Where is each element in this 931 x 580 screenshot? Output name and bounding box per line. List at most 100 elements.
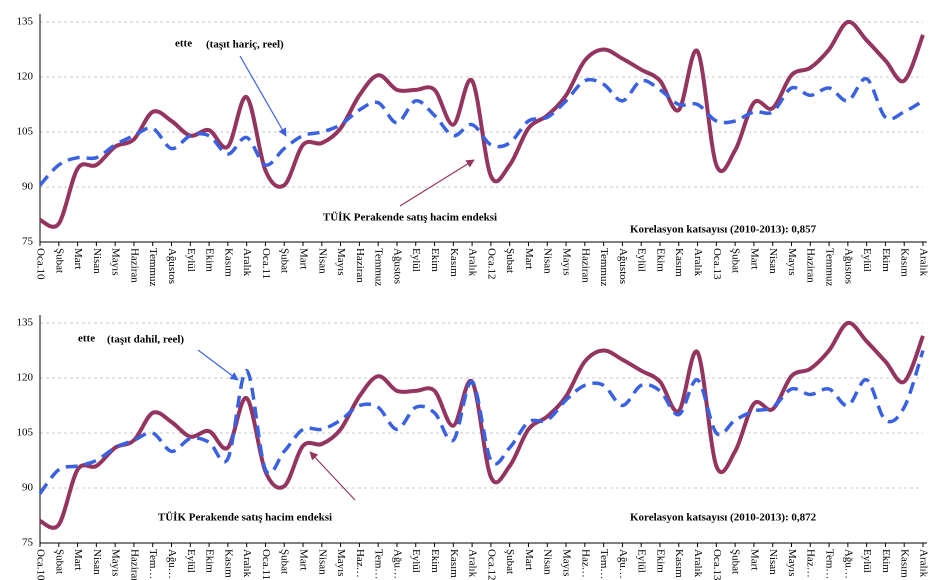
x-tick-label: Şubat (504, 549, 516, 574)
x-tick-label: Şubat (730, 248, 742, 273)
tuik-arrow (399, 159, 475, 207)
x-tick-label: Nisan (767, 549, 779, 575)
x-tick-label: Oca.13 (711, 549, 723, 580)
correlation-note: Korelasyon katsayısı (2010-2013): 0,857 (630, 224, 817, 236)
x-tick-label: Ağustos (842, 248, 854, 284)
x-tick-label: Aralık (241, 248, 253, 277)
y-tick-label: 135 (17, 16, 34, 28)
x-tick-label: Mart (72, 549, 84, 570)
ette-label: ette (78, 333, 95, 345)
y-tick-label: 120 (17, 372, 34, 384)
y-tick-label: 75 (22, 537, 34, 549)
tuik-arrow (309, 451, 356, 501)
x-tick-label: Ekim (880, 248, 892, 272)
x-tick-label: Ağu… (617, 549, 629, 579)
tuik-label: TÜİK Perakende satış hacim endeksi (158, 511, 332, 524)
x-tick-label: Kasım (448, 248, 460, 277)
x-tick-label: Eylül (636, 549, 648, 573)
tuik-line (39, 320, 925, 530)
correlation-note: Korelasyon katsayısı (2010-2013): 0,872 (630, 512, 817, 524)
x-tick-label: Eylül (861, 248, 873, 272)
tuik-label: TÜİK Perakende satış hacim endeksi (323, 211, 497, 224)
x-tick-label: Mart (523, 549, 535, 570)
x-tick-label: Ağustos (391, 248, 403, 284)
x-tick-label: Mayıs (786, 549, 798, 577)
x-tick-label: Nisan (316, 549, 328, 575)
x-tick-label: Mart (748, 248, 760, 269)
x-tick-label: Şubat (730, 549, 742, 574)
x-tick-label: Temmuz (147, 248, 159, 286)
x-tick-label: Kasım (222, 549, 234, 578)
x-tick-label: Ekim (204, 549, 216, 573)
x-tick-label: Mayıs (335, 549, 347, 577)
x-tick-label: Haziran (805, 248, 817, 283)
x-tick-label: Tem… (147, 549, 159, 579)
x-tick-label: Oca.11 (260, 549, 272, 580)
x-tick-label: Aralık (692, 549, 704, 578)
x-tick-label: Nisan (91, 248, 103, 274)
x-tick-label: Haz… (354, 549, 366, 578)
x-tick-label: Oca.10 (34, 549, 46, 580)
x-tick-label: Şubat (279, 549, 291, 574)
x-tick-label: Nisan (542, 248, 554, 274)
x-tick-label: Oca.12 (485, 549, 497, 580)
x-tick-label: Nisan (542, 549, 554, 575)
x-tick-label: Kasım (673, 549, 685, 578)
x-tick-label: Eylül (410, 549, 422, 573)
x-tick-label: Aralık (467, 248, 479, 277)
x-tick-label: Şubat (53, 248, 65, 273)
x-tick-label: Şubat (53, 549, 65, 574)
ette-note: (taşıt dahil, reel) (107, 334, 184, 346)
x-tick-label: Aralık (467, 549, 479, 578)
x-tick-label: Mayıs (110, 549, 122, 577)
x-tick-label: Aralık (692, 248, 704, 277)
x-tick-label: Ağu… (842, 549, 854, 579)
y-tick-label: 75 (22, 236, 34, 248)
ette-label: ette (175, 38, 192, 50)
x-tick-label: Ağu… (166, 549, 178, 579)
x-tick-label: Mayıs (110, 248, 122, 276)
x-tick-label: Temmuz (598, 248, 610, 286)
x-tick-label: Eylül (636, 248, 648, 272)
x-tick-label: Kasım (448, 549, 460, 578)
x-tick-label: Oca.13 (711, 248, 723, 280)
x-tick-label: Kasım (673, 248, 685, 277)
x-tick-label: Mayıs (786, 248, 798, 276)
x-tick-label: Ekim (204, 248, 216, 272)
x-tick-label: Mayıs (561, 549, 573, 577)
ette-line (38, 77, 924, 187)
x-tick-label: Haziran (128, 549, 140, 580)
x-tick-label: Ekim (429, 549, 441, 573)
ette-note: (taşıt hariç, reel) (206, 39, 284, 51)
y-tick-label: 105 (17, 427, 34, 439)
x-tick-label: Eylül (410, 248, 422, 272)
x-tick-label: Şubat (504, 248, 516, 273)
x-tick-label: Kasım (899, 248, 911, 277)
x-tick-label: Nisan (767, 248, 779, 274)
x-tick-label: Kasım (899, 549, 911, 578)
x-tick-label: Eylül (861, 549, 873, 573)
x-tick-label: Tem… (373, 549, 385, 579)
x-tick-label: Aralık (241, 549, 253, 578)
tuik-line (39, 19, 925, 229)
y-tick-label: 120 (17, 71, 34, 83)
x-tick-label: Nisan (91, 549, 103, 575)
y-tick-label: 135 (17, 317, 34, 329)
x-tick-label: Oca.11 (260, 248, 272, 279)
y-tick-label: 90 (22, 181, 34, 193)
x-tick-label: Ekim (654, 549, 666, 573)
x-tick-label: Mart (523, 248, 535, 269)
x-tick-label: Mart (297, 248, 309, 269)
x-tick-label: Eylül (185, 549, 197, 573)
x-tick-label: Haziran (354, 248, 366, 283)
x-tick-label: Oca.10 (34, 248, 46, 280)
ette-line (38, 349, 925, 495)
x-tick-label: Oca.12 (485, 248, 497, 279)
x-tick-label: Haz… (579, 549, 591, 578)
x-tick-label: Ağustos (166, 248, 178, 284)
ette-arrow (239, 55, 287, 137)
x-tick-label: Şubat (279, 248, 291, 273)
x-tick-label: Ekim (880, 549, 892, 573)
x-tick-label: Ekim (654, 248, 666, 272)
